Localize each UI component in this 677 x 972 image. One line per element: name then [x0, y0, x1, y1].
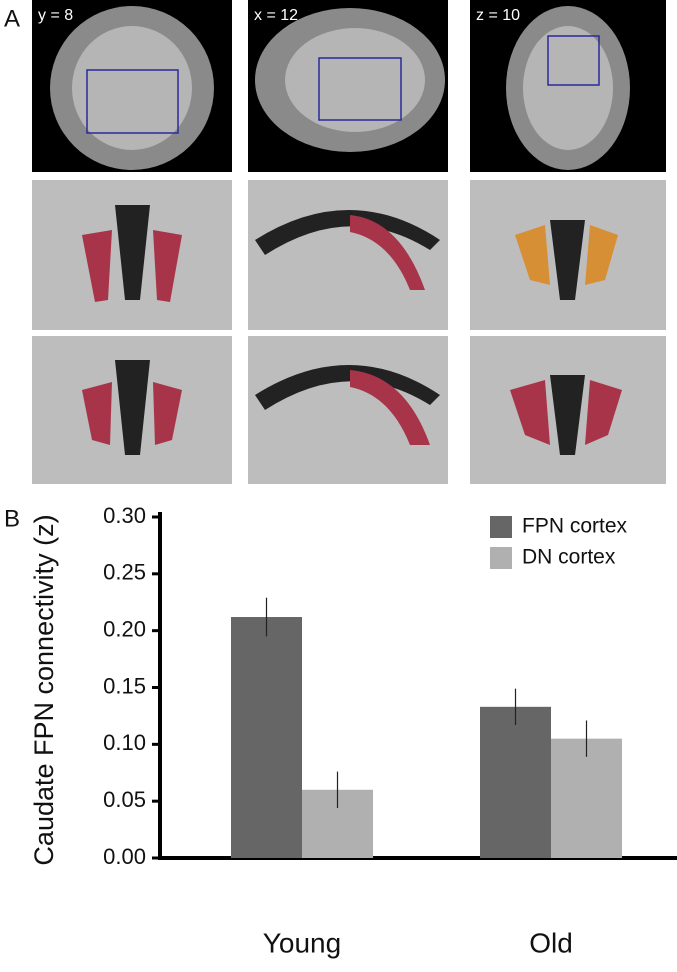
caudate	[585, 225, 618, 285]
ventricle	[550, 375, 585, 455]
bar	[480, 706, 551, 858]
zoom-rows	[32, 180, 666, 484]
x-tick-label: Young	[263, 927, 341, 958]
caudate	[153, 382, 182, 445]
roi-box	[86, 69, 179, 134]
panel-label: A	[4, 5, 20, 32]
ventricle	[255, 365, 440, 410]
y-tick-label: 0.05	[103, 787, 146, 812]
caudate	[510, 380, 550, 445]
caudate	[585, 380, 622, 445]
y-tick-label: 0.00	[103, 844, 146, 869]
y-tick-label: 0.20	[103, 616, 146, 641]
x-tick-label: Old	[529, 927, 573, 958]
roi-box	[547, 35, 600, 86]
zoom-image	[248, 180, 448, 330]
caudate	[350, 215, 425, 290]
brain	[72, 26, 192, 150]
caudate	[515, 225, 550, 285]
y-tick-label: 0.10	[103, 730, 146, 755]
slice-row: y = 8 x = 12 z = 10	[32, 0, 666, 172]
bar	[551, 738, 622, 858]
caudate	[153, 230, 182, 302]
ventricle	[115, 205, 150, 300]
roi-box	[318, 57, 402, 121]
ventricle	[115, 360, 150, 455]
caudate	[82, 382, 112, 445]
legend-swatch	[490, 516, 512, 538]
brain	[523, 26, 613, 150]
slice-label: z = 10	[476, 7, 520, 24]
slice-label: x = 12	[254, 7, 298, 24]
panel-label: B	[4, 505, 20, 532]
legend-swatch	[490, 547, 512, 569]
brain	[285, 28, 425, 132]
ventricle	[550, 220, 585, 300]
zoom-image	[248, 336, 448, 484]
caudate	[350, 370, 430, 445]
y-axis-label: Caudate FPN connectivity (z)	[29, 514, 59, 865]
legend-label: DN cortex	[522, 546, 616, 569]
y-tick-label: 0.30	[103, 503, 146, 528]
slice-label: y = 8	[38, 7, 73, 24]
y-tick-label: 0.15	[103, 673, 146, 698]
caudate	[82, 230, 112, 302]
y-tick-label: 0.25	[103, 560, 146, 585]
legend-label: FPN cortex	[522, 515, 628, 538]
ventricle	[255, 210, 440, 255]
bar	[231, 617, 302, 858]
